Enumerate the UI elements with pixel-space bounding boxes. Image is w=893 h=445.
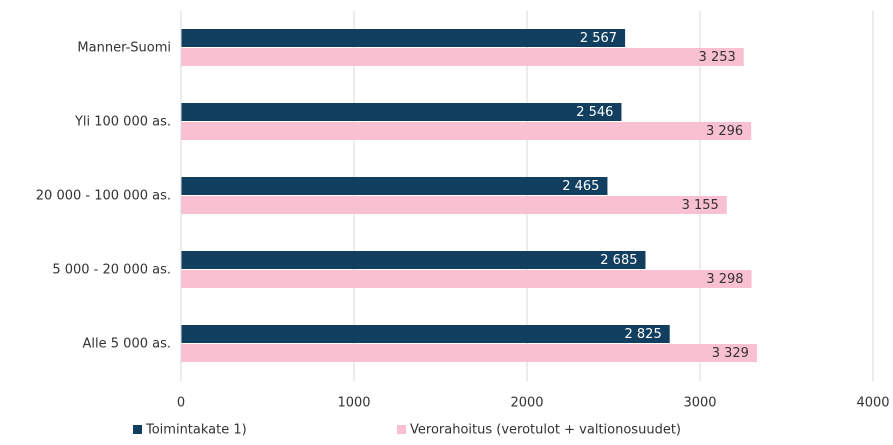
bar: [181, 48, 744, 66]
value-label: 3 296: [706, 124, 743, 139]
x-tick-label: 4000: [856, 396, 889, 411]
value-label: 2 567: [580, 31, 617, 46]
value-label: 3 155: [682, 198, 719, 213]
y-tick-label: Alle 5 000 as.: [83, 337, 171, 352]
value-label: 2 685: [600, 253, 637, 268]
legend-swatch: [397, 425, 406, 434]
value-label: 3 298: [706, 272, 743, 287]
bar: [181, 196, 727, 214]
legend-label: Verorahoitus (verotulot + valtionosuudet…: [410, 423, 681, 438]
value-label: 2 825: [625, 327, 662, 342]
bar: [181, 251, 646, 269]
value-label: 3 329: [712, 346, 749, 361]
legend-swatch: [133, 425, 142, 434]
value-label: 3 253: [699, 50, 736, 65]
bar: [181, 270, 752, 288]
value-label: 2 465: [562, 179, 599, 194]
x-tick-label: 3000: [683, 396, 716, 411]
legend-label: Toimintakate 1): [145, 423, 247, 438]
value-label: 2 546: [576, 105, 613, 120]
bar: [181, 325, 670, 343]
y-tick-label: Manner-Suomi: [77, 41, 171, 56]
y-tick-label: 5 000 - 20 000 as.: [52, 263, 171, 278]
bar: [181, 29, 626, 47]
bar: [181, 122, 752, 140]
y-tick-label: 20 000 - 100 000 as.: [36, 189, 171, 204]
bar: [181, 103, 622, 121]
bar: [181, 344, 757, 362]
x-tick-label: 2000: [510, 396, 543, 411]
x-tick-label: 1000: [337, 396, 370, 411]
bar: [181, 177, 608, 195]
x-tick-label: 0: [177, 396, 185, 411]
y-tick-label: Yli 100 000 as.: [74, 115, 171, 130]
